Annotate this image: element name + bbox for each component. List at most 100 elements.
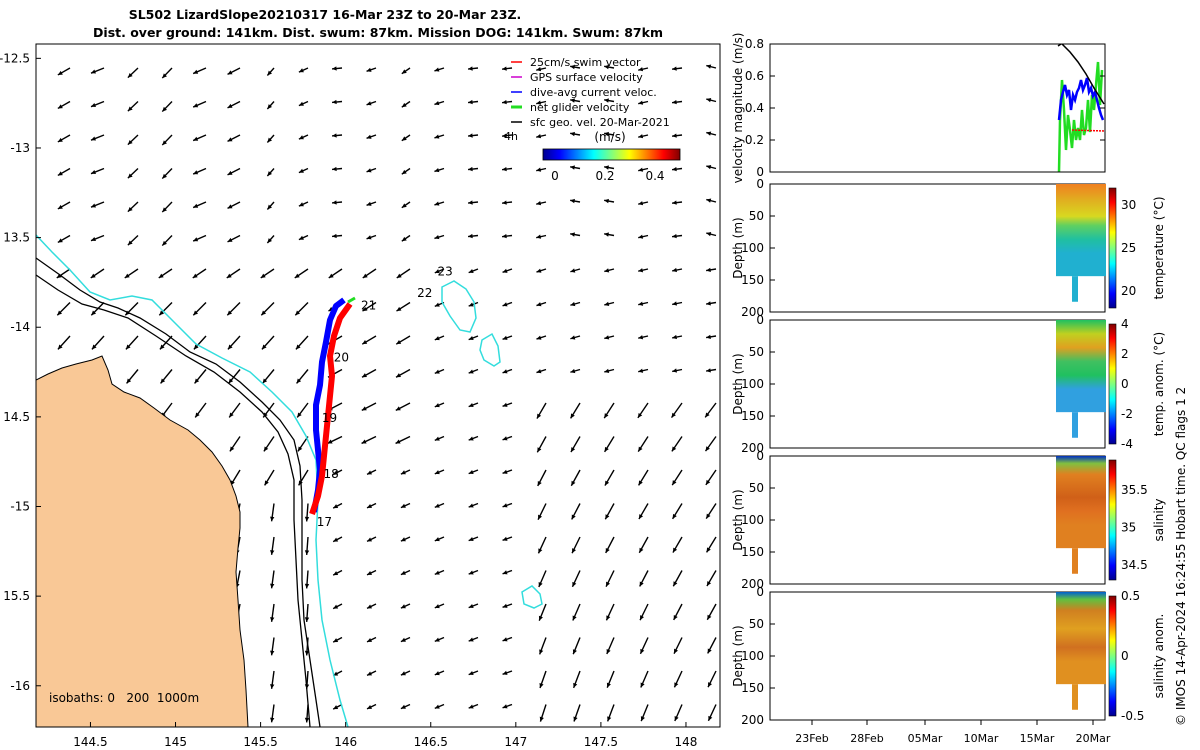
map-x-tick-label: 147.5 [584,735,618,749]
velocity-arrow [671,99,683,105]
legend-net-glider-velocity: net glider velocity [530,101,630,114]
velocity-arrow [304,503,310,522]
velocity-arrow [705,536,717,553]
time-x-ticks: 23Feb 28Feb 05Mar 10Mar 15Mar 20Mar [795,720,1111,745]
velocity-arrow [434,469,445,475]
depth-y-label: Depth (m) [731,353,745,414]
depth-y-tick-label: 100 [741,649,764,663]
velocity-arrow [298,234,309,241]
velocity-arrow [671,233,683,239]
velocity-arrow [571,536,581,554]
velocity-arrow [400,636,411,643]
velocity-arrow [706,232,717,237]
velocity-arrow [501,99,513,105]
velocity-arrow [603,436,615,453]
velocity-arrow [536,167,547,172]
velocity-arrow [229,436,241,452]
velocity-arrow [361,335,377,345]
velocity-arrow [706,267,717,273]
velocity-arrow [192,67,207,75]
velocity-arrow [434,335,445,341]
colorbar-tick-label: -0.5 [1121,709,1144,723]
legend-sfc-geo-velocity: sfc geo. vel. 20-Mar-2021 [530,116,670,129]
velocity-arrow [671,66,683,71]
velocity-arrow [90,167,105,175]
velocity-arrow [227,100,241,109]
legend-dive-avg-current: dive-avg current veloc. [530,86,657,99]
velocity-arrow [468,301,479,307]
velocity-arrow [605,536,615,554]
velocity-arrow [638,368,649,373]
velocity-arrow [332,703,343,710]
velocity-arrow [434,435,445,442]
velocity-arrow [434,268,445,274]
velocity-arrow [57,167,71,177]
velocity-arrow [57,234,71,244]
colorbar-tick-label: 35 [1121,521,1136,535]
velocity-arrow [395,402,411,411]
velocity-arrow [294,302,309,316]
velocity-arrow [639,603,649,621]
velocity-arrow [638,234,649,239]
velocity-arrow [604,469,615,486]
map-y-tick-label: -12.5 [0,51,30,65]
velocity-y-tick-label: 0.8 [745,37,764,51]
velocity-arrow [366,67,377,72]
velocity-arrow [467,133,479,138]
velocity-arrow [570,335,581,340]
velocity-arrow [604,198,615,204]
velocity-arrow [501,66,513,71]
velocity-arrow [57,335,71,350]
velocity-arrow [161,101,173,113]
velocity-arrow [361,402,377,411]
velocity-arrow [671,133,683,138]
velocity-arrow [638,67,649,72]
velocity-arrow [537,469,547,487]
velocity-arrow [705,469,717,486]
velocity-arrow [158,302,173,316]
velocity-arrow [467,200,479,205]
velocity-arrow [192,302,207,316]
depth-y-tick-label: 200 [741,577,764,591]
depth-y-tick-label: 150 [741,545,764,559]
eddy-contour-2 [479,332,501,367]
velocity-arrow [260,302,275,316]
depth-y-tick-label: 200 [741,713,764,727]
velocity-arrow [639,570,649,587]
velocity-arrow [572,637,581,655]
velocity-arrow [468,670,479,676]
legend-swim-vector: 25cm/s swim vector [530,56,641,69]
velocity-arrow [672,334,683,340]
depth-y-tick-label: 50 [749,617,764,631]
velocity-arrow [401,234,411,242]
velocity-arrow [604,64,615,70]
velocity-arrow [501,200,513,205]
velocity-arrow [296,369,309,384]
legend-gps-velocity: GPS surface velocity [530,71,643,84]
velocity-arrow [706,334,717,340]
velocity-arrow [537,536,547,554]
velocity-arrow [400,670,411,676]
colorbar-tick-0: 0 [551,169,559,183]
velocity-arrow [126,369,139,384]
velocity-arrow [604,503,615,520]
velocity-arrow [671,503,683,520]
velocity-arrow [502,301,513,307]
velocity-arrow [671,436,683,452]
velocity-y-tick-label: 0 [756,165,764,179]
velocity-arrow [468,435,479,441]
velocity-arrow [639,637,649,655]
velocity-arrow [264,469,275,486]
swim-speed-series [1071,129,1105,132]
velocity-arrow [705,503,717,519]
velocity-arrow [127,167,139,179]
velocity-arrow [401,134,411,142]
velocity-arrow [266,67,275,76]
velocity-arrow [400,603,411,609]
velocity-arrow [606,704,615,722]
velocity-arrow [434,703,445,710]
velocity-arrow [605,603,615,621]
velocity-arrow [434,536,445,542]
depth-y-label: Depth (m) [731,489,745,550]
